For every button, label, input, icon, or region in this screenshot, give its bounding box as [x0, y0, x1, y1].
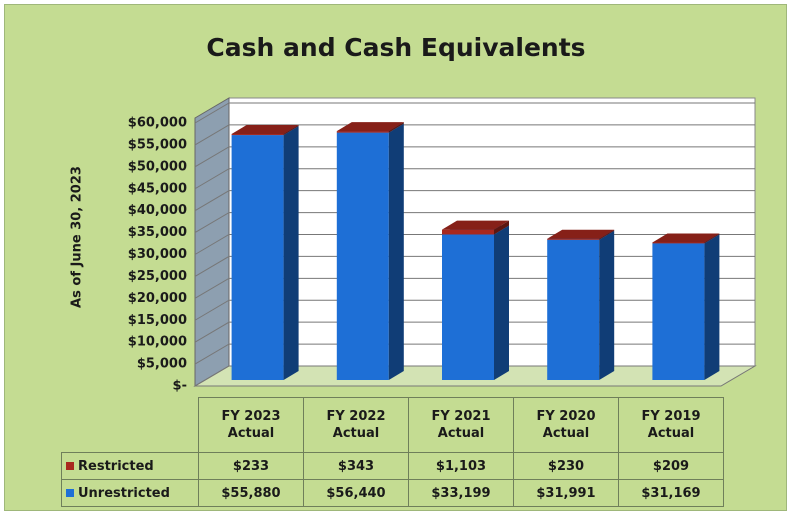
- bar-front: [547, 238, 600, 240]
- bar-front: [547, 239, 600, 380]
- category-cell: FY 2020 Actual: [513, 397, 619, 453]
- bar-side: [704, 234, 720, 380]
- legend-cell: Unrestricted: [61, 479, 199, 507]
- y-tick-label: $55,000: [128, 137, 187, 152]
- bar-front: [336, 131, 389, 133]
- bar-front: [231, 134, 284, 136]
- bar-front: [442, 229, 494, 235]
- chart: Cash and Cash Equivalents As of June 30,…: [70, 33, 757, 394]
- bar-side: [283, 125, 299, 136]
- value-cell: $55,880: [198, 479, 304, 507]
- bar-front: [442, 234, 494, 380]
- grid-line: [194, 124, 755, 146]
- table-row: Restricted $233 $343 $1,103 $230 $209: [61, 452, 724, 480]
- bar-top: [336, 122, 404, 132]
- y-tick-label: $50,000: [128, 159, 187, 174]
- y-tick-label: $40,000: [128, 203, 187, 218]
- table-row: Unrestricted $55,880 $56,440 $33,199 $31,991…: [61, 479, 724, 507]
- value-cell: $233: [198, 452, 304, 480]
- data-table: FY 2023 Actual FY 2022 Actual FY 2021 Actu…: [61, 397, 724, 507]
- bar-side: [704, 233, 720, 244]
- bar-front: [652, 242, 705, 244]
- y-tick-label: $45,000: [128, 181, 187, 196]
- bar-side: [494, 220, 509, 235]
- bar-top: [442, 220, 509, 230]
- legend-key: [66, 462, 74, 470]
- x-tick-label: FY 2021 Actual: [431, 409, 491, 441]
- y-tick-label: $5,000: [137, 357, 187, 372]
- x-tick-label: FY 2023 Actual: [221, 409, 281, 441]
- y-tick-label: $20,000: [128, 291, 187, 306]
- y-tick-label: $30,000: [128, 247, 187, 262]
- x-tick-label: FY 2022 Actual: [326, 409, 386, 441]
- grid-line: [194, 212, 755, 234]
- category-cell: FY 2021 Actual: [408, 397, 514, 453]
- value-cell: $33,199: [408, 479, 514, 507]
- legend-key: [66, 489, 74, 497]
- bar-front: [231, 135, 284, 380]
- bar-side: [388, 123, 404, 380]
- grid-line: [194, 146, 755, 168]
- value-cell: $31,169: [618, 479, 724, 507]
- y-axis-label: As of June 30, 2023: [70, 166, 85, 308]
- bar-side: [494, 225, 509, 380]
- y-tick-label: $15,000: [128, 313, 187, 328]
- value-cell: $56,440: [303, 479, 409, 507]
- x-tick-label: FY 2019 Actual: [641, 409, 701, 441]
- y-tick-label: $35,000: [128, 225, 187, 240]
- y-tick-label: $10,000: [128, 335, 187, 350]
- chart-panel: Cash and Cash Equivalents As of June 30,…: [4, 4, 787, 511]
- category-cell: FY 2019 Actual: [618, 397, 724, 453]
- bar-top: [547, 229, 615, 239]
- bar-side: [388, 122, 404, 133]
- bar-side: [283, 126, 299, 381]
- value-cell: $1,103: [408, 452, 514, 480]
- bar-top: [652, 233, 720, 243]
- bar-side: [599, 230, 615, 380]
- blank-cell: [61, 397, 199, 453]
- y-tick-label: $25,000: [128, 269, 187, 284]
- legend-cell: Restricted: [61, 452, 199, 480]
- x-tick-label: FY 2020 Actual: [536, 409, 596, 441]
- side-wall: [194, 97, 230, 387]
- value-cell: $230: [513, 452, 619, 480]
- grid-line: [194, 102, 755, 124]
- legend-label: Restricted: [78, 458, 154, 474]
- category-cell: FY 2022 Actual: [303, 397, 409, 453]
- grid-line: [194, 190, 755, 212]
- category-cell: FY 2023 Actual: [198, 397, 304, 453]
- y-tick-label: $60,000: [128, 116, 187, 131]
- bar-top: [231, 125, 299, 135]
- value-cell: $209: [618, 452, 724, 480]
- legend-label: Unrestricted: [78, 485, 170, 501]
- value-cell: $31,991: [513, 479, 619, 507]
- bar-front: [652, 243, 705, 380]
- bar-side: [599, 229, 615, 240]
- bar-front: [336, 132, 389, 380]
- chart-title: Cash and Cash Equivalents: [206, 33, 585, 62]
- table-header: FY 2023 Actual FY 2022 Actual FY 2021 Actu…: [61, 397, 724, 453]
- value-cell: $343: [303, 452, 409, 480]
- y-tick-label: $-: [173, 379, 187, 394]
- grid-line: [194, 168, 755, 190]
